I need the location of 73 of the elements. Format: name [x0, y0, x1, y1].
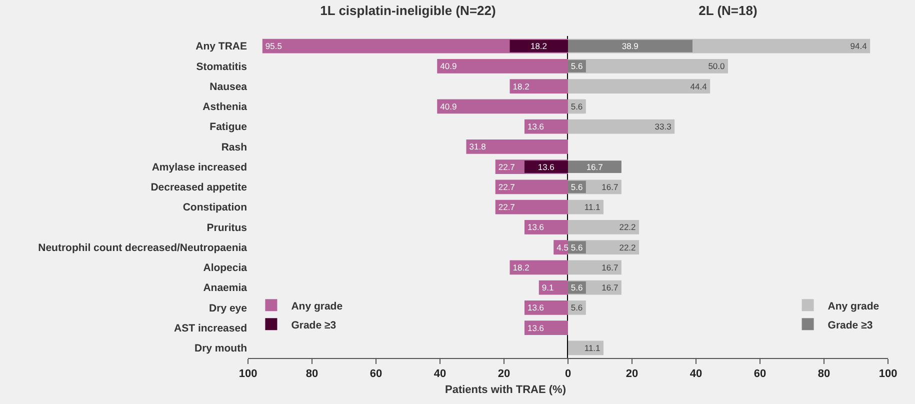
y-tick-label: Dry mouth: [194, 342, 247, 355]
x-tick-label: 80: [818, 368, 830, 380]
data-label: 50.0: [708, 61, 725, 72]
y-tick-label: Anaemia: [203, 282, 248, 294]
x-tick-label: 20: [498, 368, 510, 380]
data-label: 13.6: [527, 122, 544, 132]
y-tick-label: Dry eye: [209, 302, 248, 314]
data-label: 13.6: [527, 322, 544, 333]
bar: [466, 139, 568, 154]
y-tick-label: Alopecia: [203, 262, 248, 274]
data-label: 18.2: [512, 81, 530, 92]
data-label: 94.4: [850, 41, 868, 52]
data-label: 33.3: [654, 122, 672, 132]
data-label: 22.7: [498, 202, 516, 212]
y-tick-label: Any TRAE: [196, 40, 247, 53]
legend-label: Any grade: [828, 300, 880, 312]
data-label: 13.6: [538, 162, 555, 172]
legend-label: Any grade: [291, 300, 343, 312]
chart-title: 2L (N=18): [698, 3, 758, 18]
data-label: 44.4: [690, 81, 708, 92]
legend-label: Grade ≥3: [828, 319, 873, 332]
data-label: 95.5: [265, 41, 282, 52]
data-label: 16.7: [602, 282, 618, 293]
data-label: 5.6: [570, 61, 584, 72]
y-tick-label: Stomatitis: [196, 60, 248, 73]
data-label: 22.7: [498, 182, 516, 192]
data-label: 22.2: [619, 222, 636, 232]
data-label: 18.2: [530, 41, 548, 52]
data-label: 13.6: [527, 302, 544, 313]
data-label: 4.5: [556, 242, 569, 252]
y-tick-label: Amylase increased: [152, 161, 247, 174]
bar: [524, 320, 568, 336]
legend-label: Grade ≥3: [291, 319, 336, 332]
data-label: 16.7: [602, 182, 618, 192]
x-tick-label: 20: [626, 368, 638, 380]
bar: [568, 340, 604, 356]
y-tick-label: Rash: [221, 141, 247, 154]
data-label: 40.9: [440, 101, 457, 112]
y-tick-label: Fatigue: [210, 121, 248, 134]
x-tick-label: 100: [238, 368, 258, 380]
data-label: 16.7: [586, 162, 604, 172]
data-label: 13.6: [527, 222, 544, 232]
data-label: 40.9: [440, 61, 457, 72]
x-tick-label: 0: [564, 368, 572, 380]
data-label: 18.2: [512, 262, 530, 272]
y-tick-label: Pruritus: [206, 222, 248, 234]
y-tick-label: Neutrophil count decreased/Neutropaenia: [38, 242, 248, 254]
data-label: 5.6: [570, 101, 583, 112]
data-label: 22.7: [498, 162, 516, 172]
y-tick-label: Decreased appetite: [150, 182, 248, 194]
data-label: 5.6: [570, 182, 584, 192]
data-label: 38.9: [622, 41, 639, 52]
y-tick-label: AST increased: [174, 322, 247, 334]
data-label: 5.6: [570, 242, 584, 252]
data-label: 11.1: [584, 202, 601, 212]
y-tick-label: Nausea: [210, 80, 248, 93]
data-label: 31.8: [469, 142, 486, 152]
data-label: 9.1: [542, 282, 554, 293]
x-tick-label: 60: [754, 368, 766, 380]
x-tick-label: 40: [690, 368, 702, 380]
y-tick-label: Constipation: [182, 202, 247, 214]
data-label: 22.2: [619, 242, 636, 252]
data-label: 5.6: [570, 282, 584, 293]
data-label: 16.7: [602, 262, 618, 272]
x-tick-label: 40: [434, 368, 446, 380]
data-label: 5.6: [570, 302, 583, 313]
x-axis-title: Patients with TRAE (%): [445, 384, 566, 396]
y-tick-label: Asthenia: [202, 101, 248, 114]
x-tick-label: 100: [878, 368, 898, 380]
data-label: 11.1: [584, 342, 601, 353]
x-tick-label: 60: [370, 368, 382, 380]
x-tick-label: 80: [306, 368, 318, 380]
chart-title: 1L cisplatin-ineligible (N=22): [320, 3, 496, 18]
